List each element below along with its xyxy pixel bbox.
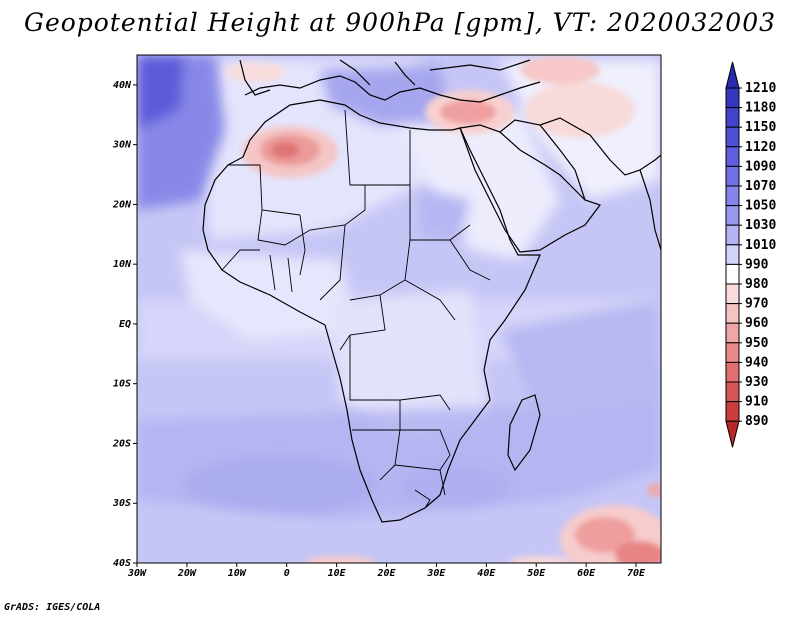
lat-label: 40S [113,558,131,569]
colorbar-level-label: 890 [745,414,769,429]
colorbar-swatch [725,342,740,363]
colorbar-level-label: 1090 [745,159,776,174]
lon-label: 30W [127,568,147,579]
colorbar-swatch [725,165,740,187]
colorbar-level-label: 1010 [745,238,776,253]
coastlines [202,59,661,523]
colorbar-level-label: 1150 [745,120,776,135]
lon-label: 20E [376,568,396,579]
lon-label: 0 [284,568,290,579]
lon-label: 40E [477,568,496,579]
map-frame [136,54,662,564]
colorbar-swatch [725,224,740,246]
colorbar-level-label: 1030 [745,218,776,233]
lat-label: 20N [112,199,132,210]
lat-label: 40N [113,80,132,91]
lon-label: 10W [228,568,247,579]
colorbar-swatch [725,361,740,383]
colorbar-bottom-arrow [725,420,740,448]
lat-label: 10S [113,379,131,390]
colorbar-level-label: 980 [745,277,769,292]
colorbar-level-label: 1120 [745,140,776,155]
colorbar-level-label: 950 [745,336,769,351]
colorbar-swatch [725,87,740,109]
colorbar-swatch [725,401,740,422]
country-borders [221,109,491,509]
colorbar-swatch [725,107,740,128]
map-title: Geopotential Height at 900hPa [gpm], VT:… [23,8,777,37]
lat-label: EQ [119,319,131,330]
colorbar-level-label: 1210 [745,81,776,96]
lon-label: 70E [627,568,646,579]
colorbar-level-label: 960 [745,316,769,331]
colorbar-top-arrow [725,61,740,89]
colorbar-swatch [725,381,740,403]
colorbar-level-label: 1180 [745,101,776,116]
colorbar-swatch [725,126,740,148]
colorbar: 1210 1180 1150 1120 1090 1070 1050 1030 1010 990 9… [725,61,776,448]
colorbar-swatch [725,205,740,226]
colorbar-swatch [725,244,740,265]
colorbar-level-label: 970 [745,297,769,312]
colorbar-level-label: 940 [745,355,769,370]
colorbar-level-label: 930 [745,375,769,390]
lat-label: 30N [112,140,132,151]
lat-label: 10N [113,259,132,270]
colorbar-level-label: 990 [745,257,769,272]
lat-label: 30S [112,498,131,509]
colorbar-swatch [725,146,740,167]
colorbar-swatch [725,322,740,344]
lon-label: 30E [426,568,446,579]
colorbar-swatch [725,283,740,305]
colorbar-level-label: 910 [745,395,769,410]
colorbar-level-label: 1050 [745,199,776,214]
lon-label: 50E [527,568,546,579]
lon-label: 60E [577,568,596,579]
colorbar-swatch [725,303,740,324]
grads-credit: GrADS: IGES/COLA [4,602,101,613]
colorbar-swatch [725,263,740,285]
height-field [137,55,661,563]
colorbar-swatch [725,185,740,207]
lat-label: 20S [112,438,131,449]
lon-label: 10E [328,568,347,579]
colorbar-level-label: 1070 [745,179,776,194]
lon-label: 20W [177,568,197,579]
